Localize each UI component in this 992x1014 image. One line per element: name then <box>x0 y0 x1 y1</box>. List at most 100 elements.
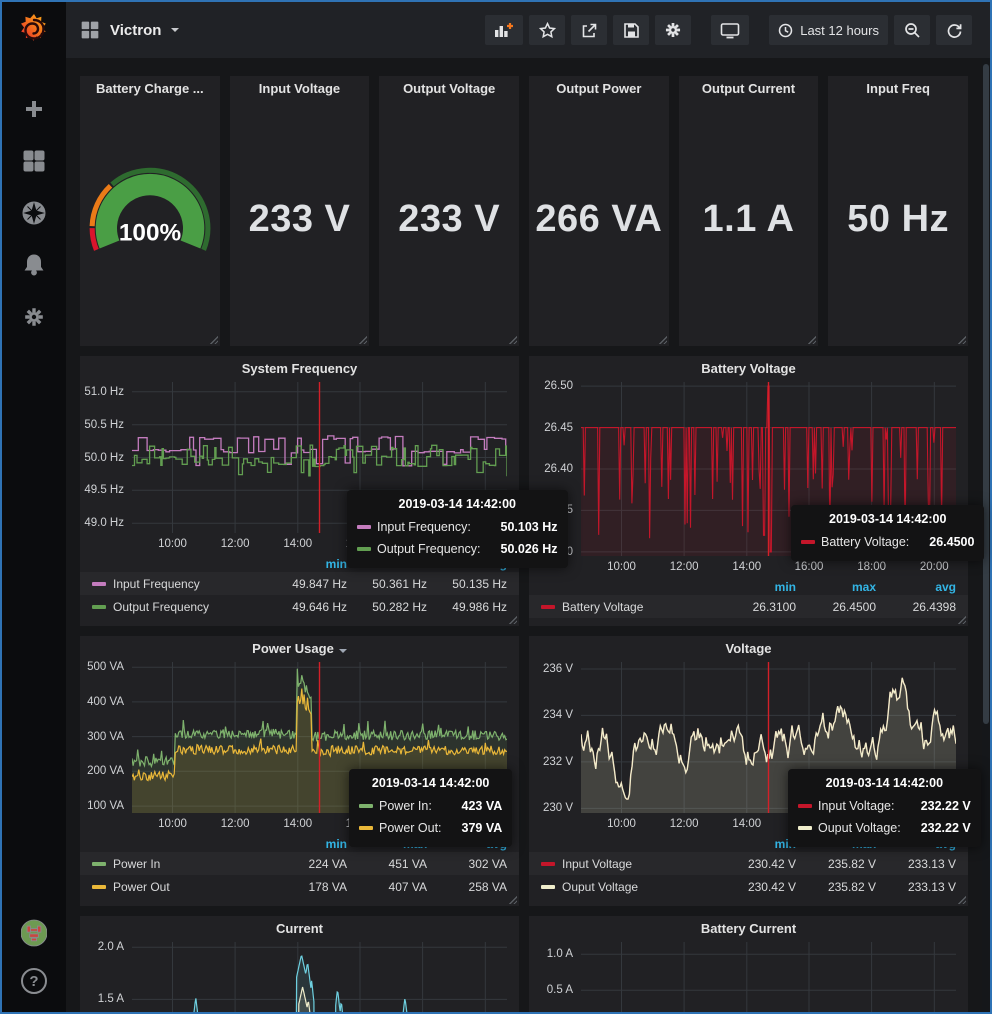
legend-value-min: 230.42 V <box>716 857 796 871</box>
y-axis-tick-label: 232 V <box>529 756 573 768</box>
share-button[interactable] <box>571 15 607 45</box>
dashboard-settings-button[interactable] <box>655 15 691 45</box>
panel-title[interactable]: Input Voltage <box>230 76 370 102</box>
dashboards-button[interactable] <box>21 148 47 174</box>
tooltip-timestamp: 2019-03-14 14:42:00 <box>359 776 502 790</box>
legend-header-max[interactable]: max <box>796 580 876 594</box>
legend-value-min: 49.847 Hz <box>267 577 347 591</box>
legend-series-label: Battery Voltage <box>562 600 643 614</box>
alerting-button[interactable] <box>21 252 47 278</box>
panel-resize-handle[interactable] <box>807 335 816 344</box>
tooltip-series-value: 379 VA <box>448 821 503 835</box>
panel-title[interactable]: Battery Voltage <box>529 356 968 382</box>
settings-gear-icon <box>664 21 682 39</box>
explore-button[interactable] <box>21 200 47 226</box>
legend-series-name[interactable]: Input Voltage <box>541 857 716 871</box>
y-axis-tick-label: 400 VA <box>80 696 124 708</box>
y-axis-tick-label: 100 VA <box>80 800 124 812</box>
panel-resize-handle[interactable] <box>508 335 517 344</box>
legend-header: minmaxavg <box>529 578 968 595</box>
scrollbar-thumb[interactable] <box>983 64 989 724</box>
legend-series-name[interactable]: Input Frequency <box>92 577 267 591</box>
tooltip-timestamp: 2019-03-14 14:42:00 <box>801 512 974 526</box>
legend-swatch <box>92 605 106 609</box>
legend-series-name[interactable]: Ouput Voltage <box>541 880 716 894</box>
stat-panel-output-current: Output Current1.1 A <box>679 76 819 346</box>
x-axis-tick-label: 14:00 <box>274 818 322 830</box>
tooltip-series-label: Power Out: <box>379 821 442 835</box>
time-range-picker[interactable]: Last 12 hours <box>769 15 888 45</box>
legend-series-name[interactable]: Output Frequency <box>92 600 267 614</box>
star-button[interactable] <box>529 15 565 45</box>
tooltip-swatch <box>359 804 373 808</box>
legend-header-avg[interactable]: avg <box>876 580 956 594</box>
gauge-svg: 100% <box>84 163 216 275</box>
legend-series-label: Ouput Voltage <box>562 880 638 894</box>
legend-row: Ouput Voltage230.42 V235.82 V233.13 V <box>529 875 968 898</box>
panel-title[interactable]: Input Freq <box>828 76 968 102</box>
panel-title[interactable]: Current <box>80 916 519 942</box>
chevron-down-icon <box>171 28 179 32</box>
user-avatar[interactable] <box>21 920 47 946</box>
create-button[interactable] <box>21 96 47 122</box>
tooltip-swatch <box>357 525 371 529</box>
panel-resize-handle[interactable] <box>957 895 966 904</box>
legend-value-max: 235.82 V <box>796 880 876 894</box>
panel-title[interactable]: Output Current <box>679 76 819 102</box>
legend-swatch <box>92 582 106 586</box>
legend-series-name[interactable]: Power In <box>92 857 267 871</box>
panel-resize-handle[interactable] <box>508 615 517 624</box>
x-axis-tick-label: 10:00 <box>598 818 646 830</box>
dashboard-title-button[interactable]: Victron <box>80 20 179 40</box>
grafana-logo[interactable] <box>2 2 66 58</box>
panel-title[interactable]: Battery Current <box>529 916 968 942</box>
x-axis-tick-label: 14:00 <box>723 818 771 830</box>
help-button[interactable]: ? <box>21 968 47 994</box>
panel-resize-handle[interactable] <box>209 335 218 344</box>
y-axis-tick-label: 236 V <box>529 663 573 675</box>
tooltip-swatch <box>798 826 812 830</box>
panel-title[interactable]: Output Power <box>529 76 669 102</box>
legend-header-min[interactable]: min <box>716 837 796 851</box>
panel-title[interactable]: System Frequency <box>80 356 519 382</box>
legend-swatch <box>541 885 555 889</box>
stat-value: 266 VA <box>529 102 669 336</box>
x-axis-tick-label: 12:00 <box>211 538 259 550</box>
panel-resize-handle[interactable] <box>957 335 966 344</box>
legend-swatch <box>92 862 106 866</box>
chart-panel-battery-voltage: Battery Voltage26.5026.4526.4026.3526.30… <box>529 356 968 626</box>
y-axis-tick-label: 49.5 Hz <box>80 484 124 496</box>
configuration-button[interactable] <box>21 304 47 330</box>
graph-plot-area[interactable] <box>581 942 956 1012</box>
cycle-view-button[interactable] <box>711 15 749 45</box>
add-panel-button[interactable] <box>485 15 523 45</box>
panel-resize-handle[interactable] <box>658 335 667 344</box>
panel-resize-handle[interactable] <box>358 335 367 344</box>
legend-value-avg: 258 VA <box>427 880 507 894</box>
tooltip-series-row: Ouput Voltage:232.22 V <box>798 817 971 839</box>
graph-svg <box>132 942 507 1012</box>
graph-plot-area[interactable] <box>132 942 507 1012</box>
legend-value-min: 230.42 V <box>716 880 796 894</box>
refresh-button[interactable] <box>936 15 972 45</box>
legend-header-min[interactable]: min <box>267 557 347 571</box>
panel-resize-handle[interactable] <box>508 895 517 904</box>
navbar: Victron <box>66 2 990 58</box>
panel-title[interactable]: Output Voltage <box>379 76 519 102</box>
panel-resize-handle[interactable] <box>957 615 966 624</box>
legend-header-min[interactable]: min <box>267 837 347 851</box>
legend-series-label: Input Frequency <box>113 577 200 591</box>
legend-series-name[interactable]: Power Out <box>92 880 267 894</box>
y-axis-tick-label: 50.5 Hz <box>80 419 124 431</box>
save-button[interactable] <box>613 15 649 45</box>
legend-series-name[interactable]: Battery Voltage <box>541 600 716 614</box>
panel-title[interactable]: Battery Charge ... <box>80 76 220 102</box>
legend-value-min: 49.646 Hz <box>267 600 347 614</box>
x-axis-tick-label: 18:00 <box>848 561 896 573</box>
panel-title[interactable]: Voltage <box>529 636 968 662</box>
x-axis-tick-label: 20:00 <box>910 561 958 573</box>
save-icon <box>623 22 640 39</box>
panel-title[interactable]: Power Usage <box>80 636 519 662</box>
legend-header-min[interactable]: min <box>716 580 796 594</box>
zoom-out-button[interactable] <box>894 15 930 45</box>
